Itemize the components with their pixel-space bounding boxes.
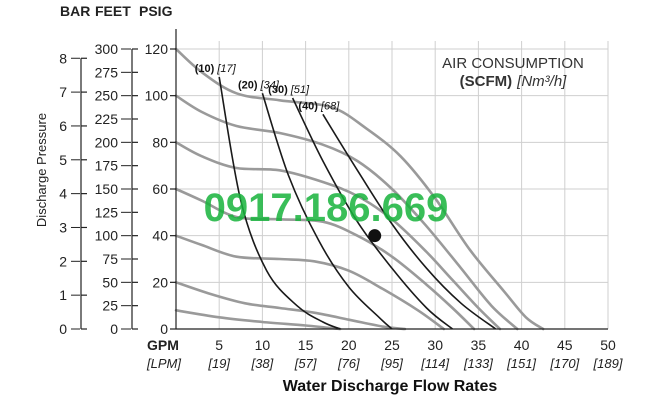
operating-point-dot [368,229,382,243]
x-alt-tick-label: [76] [337,356,360,371]
psig-tick-label: 120 [145,41,169,57]
operating-point-marker [368,229,382,243]
x-tick-label: 40 [514,337,530,353]
air-consumption-curves: (10) [17](20) [34](30) [51] (40) [68] [195,63,497,330]
x-alt-tick-label: [170] [549,356,579,371]
feet-tick-label: 175 [95,158,119,174]
bar-tick-label: 6 [59,118,67,134]
x-tick-label: 35 [471,337,487,353]
bar-tick-label: 1 [59,287,67,303]
x-alt-tick-label: [114] [420,356,449,371]
feet-tick-label: 250 [95,88,119,104]
outlet-curve-100psig [174,94,519,331]
outlet-pressure-curves [174,47,545,331]
air-curve-scfm: (30) [268,84,288,96]
x-tick-label: 25 [384,337,400,353]
psig-tick-label: 0 [160,321,168,337]
feet-tick-label: 0 [110,321,118,337]
psig-tick-label: 100 [145,88,169,104]
bar-tick-label: 8 [59,50,67,66]
air-curve-nm3h: [68] [320,100,340,112]
legend-title: AIR CONSUMPTION [442,55,584,72]
air-curve-scfm: (40) [298,100,318,112]
feet-tick-label: 50 [102,274,118,290]
air-curve-scfm: (10) [195,63,215,75]
psig-tick-label: 60 [152,181,168,197]
air-curve-1 [218,76,341,330]
psig-tick-label: 40 [152,228,168,244]
air-curve-4 [322,113,497,330]
legend: AIR CONSUMPTION (SCFM) [Nm³/h] [442,55,584,90]
axes [71,29,608,330]
legend-units: (SCFM) [Nm³/h] [460,73,568,90]
feet-tick-label: 125 [95,204,119,220]
outlet-curve-40psig [174,234,446,331]
feet-tick-label: 100 [95,228,119,244]
x-tick-label: 30 [427,337,443,353]
outlet-curve-80psig [174,141,502,331]
x-tick-label: 15 [298,337,314,353]
air-curve-label: (10) [17] [195,63,237,75]
psig-tick-label: 80 [152,134,168,150]
x-alt-tick-label: [151] [506,356,536,371]
bar-tick-label: 2 [59,253,67,269]
x-axis-title: Water Discharge Flow Rates [283,378,498,395]
x-alt-tick-label: [38] [251,356,274,371]
air-curve-2 [261,93,393,330]
x-tick-label: 5 [215,337,223,353]
psig-tick-label: 20 [152,274,168,290]
x-tick-label: 45 [557,337,573,353]
legend-units-nm3h: [Nm³/h] [516,73,567,90]
air-curve-scfm: (20) [238,79,258,91]
outlet-curve-120psig [174,47,545,331]
bar-tick-label: 0 [59,321,67,337]
feet-tick-label: 25 [102,298,118,314]
x-tick-label: 50 [600,337,616,353]
bar-axis-header: BAR [60,3,90,19]
bar-tick-label: 7 [59,84,67,100]
x-alt-tick-label: [133] [463,356,493,371]
feet-tick-label: 275 [95,64,119,80]
feet-tick-label: 225 [95,111,119,127]
x-tick-label: 10 [255,337,271,353]
feet-axis-header: FEET [95,3,131,19]
psig-axis-header: PSIG [139,3,173,19]
air-curve-label: (40) [68] [298,100,340,112]
y-axis-title: Discharge Pressure [34,113,49,227]
air-curve-nm3h: [17] [216,63,236,75]
feet-tick-label: 75 [102,251,118,267]
outlet-curve-0psig [174,309,342,331]
outlet-curve-60psig [174,187,476,331]
x-alt-tick-label: [19] [207,356,230,371]
air-curve-label: (20) [34] [238,79,280,91]
x-unit-gpm: GPM [147,337,179,353]
feet-tick-label: 300 [95,41,119,57]
x-unit-lpm: [LPM] [146,356,181,371]
x-alt-tick-label: [57] [294,356,317,371]
axis-labels: 0204060801001200255075100125150175200225… [59,41,623,371]
watermark-phone-number: 0917.186.669 [204,186,449,230]
air-curve-nm3h: [34] [260,79,280,91]
bar-tick-label: 5 [59,152,67,168]
x-tick-label: 20 [341,337,357,353]
feet-tick-label: 200 [95,134,119,150]
legend-units-scfm: (SCFM) [460,73,513,90]
bar-tick-label: 3 [59,219,67,235]
bar-tick-label: 4 [59,186,67,202]
x-alt-tick-label: [189] [593,356,623,371]
air-curve-nm3h: [51] [290,84,310,96]
feet-tick-label: 150 [95,181,119,197]
x-alt-tick-label: [95] [380,356,403,371]
air-curve-label: (30) [51] [268,84,310,96]
outlet-curve-20psig [174,281,407,331]
